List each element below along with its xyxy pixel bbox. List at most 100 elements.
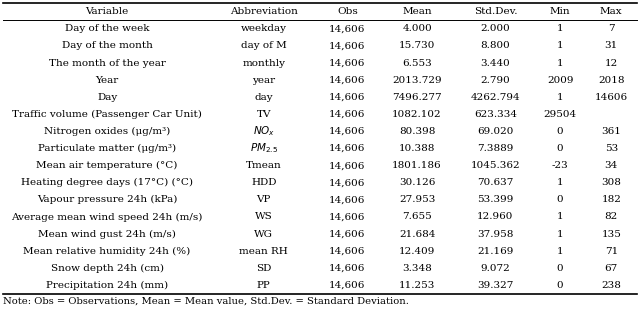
Text: 1: 1	[557, 178, 563, 187]
Text: 80.398: 80.398	[399, 127, 435, 136]
Text: WS: WS	[255, 213, 273, 222]
Text: 2.000: 2.000	[481, 24, 510, 33]
Text: 14,606: 14,606	[329, 58, 365, 68]
Text: 2009: 2009	[547, 76, 573, 85]
Text: 11.253: 11.253	[399, 281, 435, 290]
Text: 1: 1	[557, 24, 563, 33]
Text: 14,606: 14,606	[329, 76, 365, 85]
Text: 82: 82	[605, 213, 618, 222]
Text: 67: 67	[605, 264, 618, 273]
Text: Note: Obs = Observations, Mean = Mean value, Std.Dev. = Standard Deviation.: Note: Obs = Observations, Mean = Mean va…	[3, 297, 409, 306]
Text: mean RH: mean RH	[239, 247, 288, 256]
Text: $NO_x$: $NO_x$	[253, 125, 275, 138]
Text: Snow depth 24h (cm): Snow depth 24h (cm)	[51, 264, 164, 273]
Text: Obs: Obs	[337, 7, 358, 16]
Text: -23: -23	[552, 161, 568, 170]
Text: PP: PP	[257, 281, 271, 290]
Text: Mean air temperature (°C): Mean air temperature (°C)	[36, 161, 178, 170]
Text: 0: 0	[557, 281, 563, 290]
Text: Day of the month: Day of the month	[61, 41, 152, 50]
Text: 0: 0	[557, 144, 563, 153]
Text: VP: VP	[257, 195, 271, 204]
Text: 21.169: 21.169	[477, 247, 514, 256]
Text: 30.126: 30.126	[399, 178, 435, 187]
Text: 14,606: 14,606	[329, 213, 365, 222]
Text: The month of the year: The month of the year	[49, 58, 166, 68]
Text: Day of the week: Day of the week	[65, 24, 149, 33]
Text: weekday: weekday	[241, 24, 287, 33]
Text: 361: 361	[602, 127, 621, 136]
Text: Day: Day	[97, 93, 117, 102]
Text: 29504: 29504	[543, 110, 577, 119]
Text: 7.655: 7.655	[402, 213, 432, 222]
Text: 14,606: 14,606	[329, 161, 365, 170]
Text: 14,606: 14,606	[329, 195, 365, 204]
Text: 15.730: 15.730	[399, 41, 435, 50]
Text: Particulate matter (μg/m³): Particulate matter (μg/m³)	[38, 144, 176, 153]
Text: SD: SD	[256, 264, 271, 273]
Text: Precipitation 24h (mm): Precipitation 24h (mm)	[46, 281, 168, 290]
Text: 623.334: 623.334	[474, 110, 517, 119]
Text: 12.960: 12.960	[477, 213, 514, 222]
Text: 14,606: 14,606	[329, 127, 365, 136]
Text: 71: 71	[605, 247, 618, 256]
Text: year: year	[252, 76, 275, 85]
Text: Abbreviation: Abbreviation	[230, 7, 298, 16]
Text: 14,606: 14,606	[329, 110, 365, 119]
Text: Vapour pressure 24h (kPa): Vapour pressure 24h (kPa)	[37, 195, 177, 204]
Text: 182: 182	[602, 195, 621, 204]
Text: Heating degree days (17°C) (°C): Heating degree days (17°C) (°C)	[21, 178, 193, 187]
Text: Year: Year	[95, 76, 119, 85]
Text: 4.000: 4.000	[402, 24, 432, 33]
Text: 39.327: 39.327	[477, 281, 514, 290]
Text: Variable: Variable	[86, 7, 129, 16]
Text: 8.800: 8.800	[481, 41, 510, 50]
Text: 12: 12	[605, 58, 618, 68]
Text: TV: TV	[257, 110, 271, 119]
Text: monthly: monthly	[243, 58, 285, 68]
Text: 34: 34	[605, 161, 618, 170]
Text: 12.409: 12.409	[399, 247, 435, 256]
Text: Nitrogen oxides (μg/m³): Nitrogen oxides (μg/m³)	[44, 127, 170, 136]
Text: 1045.362: 1045.362	[470, 161, 520, 170]
Text: 14,606: 14,606	[329, 41, 365, 50]
Text: 14,606: 14,606	[329, 178, 365, 187]
Text: WG: WG	[254, 230, 273, 239]
Text: 9.072: 9.072	[481, 264, 510, 273]
Text: 7: 7	[608, 24, 614, 33]
Text: 14,606: 14,606	[329, 247, 365, 256]
Text: 70.637: 70.637	[477, 178, 514, 187]
Text: 6.553: 6.553	[402, 58, 432, 68]
Text: 53.399: 53.399	[477, 195, 514, 204]
Text: HDD: HDD	[251, 178, 276, 187]
Text: 1: 1	[557, 58, 563, 68]
Text: 1: 1	[557, 93, 563, 102]
Text: 69.020: 69.020	[477, 127, 514, 136]
Text: 0: 0	[557, 127, 563, 136]
Text: 53: 53	[605, 144, 618, 153]
Text: day: day	[255, 93, 273, 102]
Text: $PM_{2.5}$: $PM_{2.5}$	[250, 142, 278, 155]
Text: day of M: day of M	[241, 41, 287, 50]
Text: 31: 31	[605, 41, 618, 50]
Text: 4262.794: 4262.794	[470, 93, 520, 102]
Text: 1: 1	[557, 213, 563, 222]
Text: 37.958: 37.958	[477, 230, 514, 239]
Text: 2018: 2018	[598, 76, 625, 85]
Text: 14,606: 14,606	[329, 93, 365, 102]
Text: Tmean: Tmean	[246, 161, 282, 170]
Text: 0: 0	[557, 264, 563, 273]
Text: Mean wind gust 24h (m/s): Mean wind gust 24h (m/s)	[38, 230, 176, 239]
Text: Traffic volume (Passenger Car Unit): Traffic volume (Passenger Car Unit)	[12, 110, 202, 119]
Text: Mean relative humidity 24h (%): Mean relative humidity 24h (%)	[24, 247, 191, 256]
Text: 2013.729: 2013.729	[392, 76, 442, 85]
Text: 1: 1	[557, 247, 563, 256]
Text: Min: Min	[550, 7, 570, 16]
Text: 2.790: 2.790	[481, 76, 510, 85]
Text: 1: 1	[557, 41, 563, 50]
Text: 14606: 14606	[595, 93, 628, 102]
Text: 3.440: 3.440	[481, 58, 510, 68]
Text: 14,606: 14,606	[329, 264, 365, 273]
Text: 1: 1	[557, 230, 563, 239]
Text: 14,606: 14,606	[329, 281, 365, 290]
